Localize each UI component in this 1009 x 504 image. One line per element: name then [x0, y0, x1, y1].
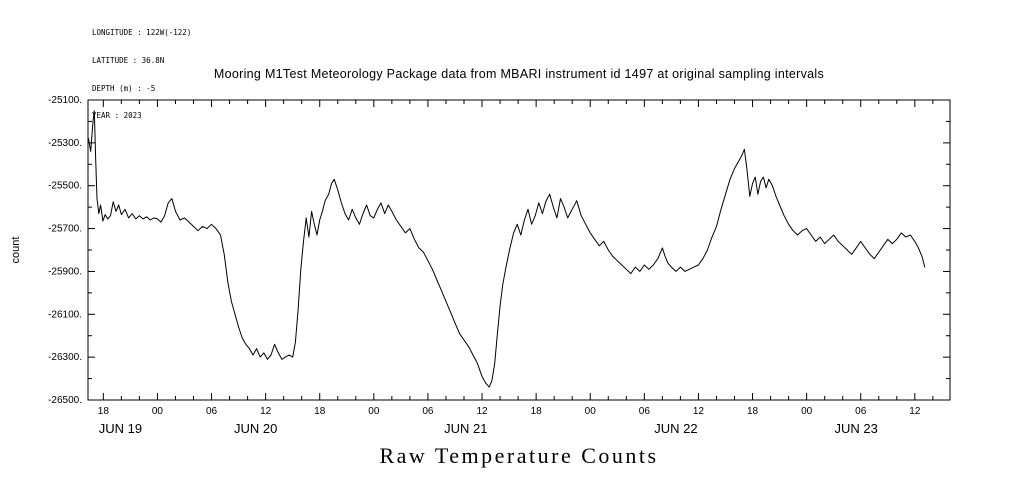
x-tick-label: 18 [531, 406, 543, 417]
x-tick-label: 06 [855, 406, 867, 417]
y-tick-label: -25300. [48, 138, 82, 149]
x-tick-label: 00 [152, 406, 164, 417]
data-line-raw-temperature-counts [88, 110, 926, 388]
x-tick-label: 00 [801, 406, 813, 417]
x-tick-label: 18 [98, 406, 110, 417]
x-tick-label: 12 [909, 406, 921, 417]
x-tick-label: 06 [206, 406, 218, 417]
y-tick-label: -25700. [48, 224, 82, 235]
x-tick-label: 18 [314, 406, 326, 417]
metadata-longitude: LONGITUDE : 122W(-122) [92, 28, 192, 38]
x-tick-label: 06 [639, 406, 651, 417]
header-metadata-block: LONGITUDE : 122W(-122) LATITUDE : 36.8N … [92, 10, 191, 139]
x-tick-label: 12 [476, 406, 488, 417]
y-tick-label: -26500. [48, 395, 82, 406]
x-date-label: JUN 20 [234, 421, 277, 436]
footer-title: Raw Temperature Counts [379, 443, 659, 468]
x-date-label: JUN 19 [99, 421, 142, 436]
y-tick-label: -25900. [48, 266, 82, 277]
metadata-depth: DEPTH (m) : -5 [92, 83, 156, 93]
x-tick-label: 12 [260, 406, 272, 417]
metadata-year: YEAR : 2023 [92, 111, 142, 121]
x-tick-label: 12 [693, 406, 705, 417]
x-tick-label: 06 [422, 406, 434, 417]
x-date-label: JUN 23 [835, 421, 878, 436]
y-tick-label: -25100. [48, 95, 82, 106]
y-tick-label: -25500. [48, 181, 82, 192]
x-tick-label: 00 [368, 406, 380, 417]
x-date-label: JUN 21 [444, 421, 487, 436]
x-date-label: JUN 22 [654, 421, 697, 436]
y-tick-label: -26300. [48, 352, 82, 363]
chart-title: Mooring M1Test Meteorology Package data … [213, 67, 825, 81]
x-tick-label: 18 [747, 406, 759, 417]
metadata-latitude: LATITUDE : 36.8N [92, 56, 165, 66]
x-tick-label: 00 [585, 406, 597, 417]
y-tick-label: -26100. [48, 309, 82, 320]
plot-border [87, 99, 951, 401]
